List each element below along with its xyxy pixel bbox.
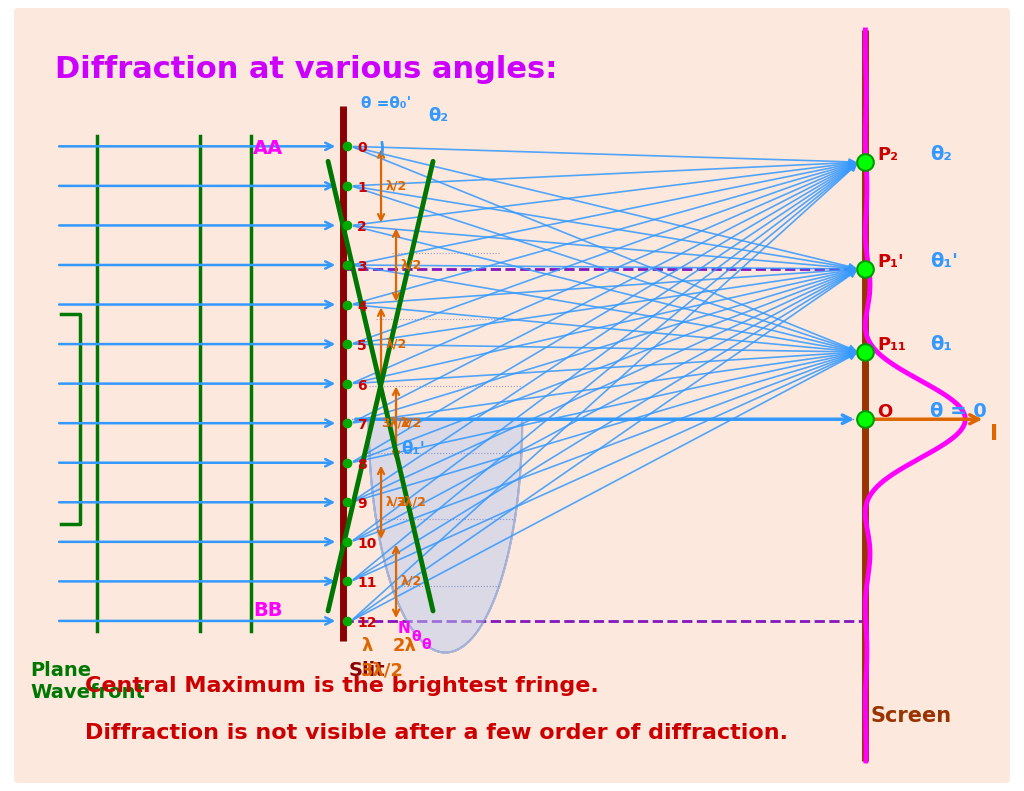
Text: 9: 9 <box>357 498 367 511</box>
Text: Central Maximum is the brightest fringe.: Central Maximum is the brightest fringe. <box>85 676 599 696</box>
Text: 10: 10 <box>357 537 377 551</box>
Text: I: I <box>990 424 998 445</box>
Text: 1: 1 <box>357 181 367 195</box>
Text: 2λ: 2λ <box>393 637 417 655</box>
Text: 4: 4 <box>357 300 367 313</box>
Text: Diffraction at various angles:: Diffraction at various angles: <box>55 55 557 84</box>
Text: θ: θ <box>421 638 431 652</box>
Text: Screen: Screen <box>870 706 951 726</box>
Text: λ/2: λ/2 <box>386 180 408 192</box>
Polygon shape <box>369 419 522 653</box>
Text: N: N <box>398 621 411 636</box>
Text: θ =θ₀': θ =θ₀' <box>361 97 412 112</box>
Text: 3λ/2: 3λ/2 <box>381 417 411 430</box>
Text: 6: 6 <box>357 379 367 392</box>
Text: θ₁': θ₁' <box>401 441 425 458</box>
Text: λ/2: λ/2 <box>401 575 422 588</box>
Text: 3: 3 <box>357 260 367 274</box>
Text: AA: AA <box>253 139 284 158</box>
Text: 5: 5 <box>357 339 367 353</box>
Text: 3λ/2: 3λ/2 <box>361 662 404 680</box>
Text: 3λ/2: 3λ/2 <box>396 496 426 509</box>
Text: O: O <box>878 403 893 422</box>
Text: 0: 0 <box>357 142 367 155</box>
Text: P₁': P₁' <box>878 253 904 271</box>
Text: λ/2: λ/2 <box>401 259 422 271</box>
Text: λ/2: λ/2 <box>386 338 408 350</box>
Text: θ₁': θ₁' <box>930 252 958 271</box>
Text: Slit: Slit <box>349 661 386 680</box>
Text: λ: λ <box>361 637 373 655</box>
Text: Diffraction is not visible after a few order of diffraction.: Diffraction is not visible after a few o… <box>85 723 788 743</box>
Text: θ = 0: θ = 0 <box>930 403 987 422</box>
Text: P₁₁: P₁₁ <box>878 336 906 354</box>
Text: P₂: P₂ <box>878 146 898 165</box>
Text: 7: 7 <box>357 418 367 432</box>
Text: Plane
Wavefront: Plane Wavefront <box>30 661 144 702</box>
Text: θ₂: θ₂ <box>930 146 952 165</box>
Text: 12: 12 <box>357 616 377 630</box>
Text: 2: 2 <box>357 221 367 234</box>
Text: 8: 8 <box>357 458 367 471</box>
Text: θ₂: θ₂ <box>428 108 449 125</box>
Text: λ/2: λ/2 <box>401 417 422 430</box>
FancyBboxPatch shape <box>14 8 1010 783</box>
Text: θ: θ <box>411 630 421 644</box>
Text: λ/2: λ/2 <box>386 496 408 509</box>
Text: BB: BB <box>253 601 283 620</box>
Text: θ₁: θ₁ <box>930 335 952 354</box>
Text: 11: 11 <box>357 577 377 590</box>
